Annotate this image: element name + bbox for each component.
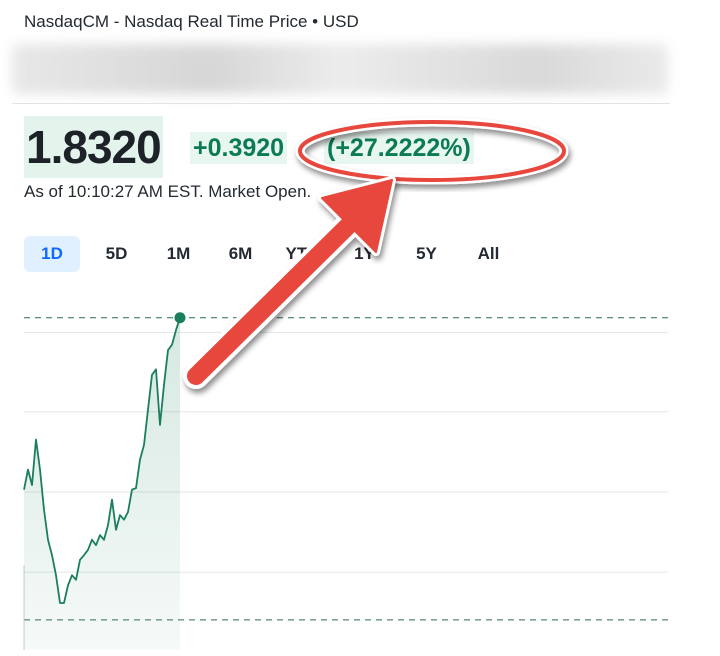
change: +0.3920 (190, 132, 288, 164)
range-tab[interactable]: All (477, 244, 500, 263)
range-tab[interactable]: 6M (228, 244, 253, 263)
range-tab[interactable]: 5D (105, 244, 128, 263)
source-label: NasdaqCM - Nasdaq Real Time Price • USD (24, 12, 359, 31)
area (24, 317, 180, 650)
range-tab[interactable]: 1M (166, 244, 191, 263)
range-tabs: 1D5D1M6MYTD1Y5YAll (24, 236, 520, 272)
price-line (23, 317, 181, 604)
blurred-content (12, 44, 668, 94)
change-percent: (+27.2222%) (324, 132, 474, 164)
price: 1.8320 (24, 116, 163, 178)
separator (12, 103, 670, 104)
annotation (183, 117, 569, 389)
range-tab[interactable]: 1D (24, 236, 80, 272)
last-point (174, 312, 186, 324)
timestamp: As of 10:10:27 AM EST. Market Open. (24, 182, 312, 201)
range-tab[interactable]: 5Y (416, 244, 437, 263)
